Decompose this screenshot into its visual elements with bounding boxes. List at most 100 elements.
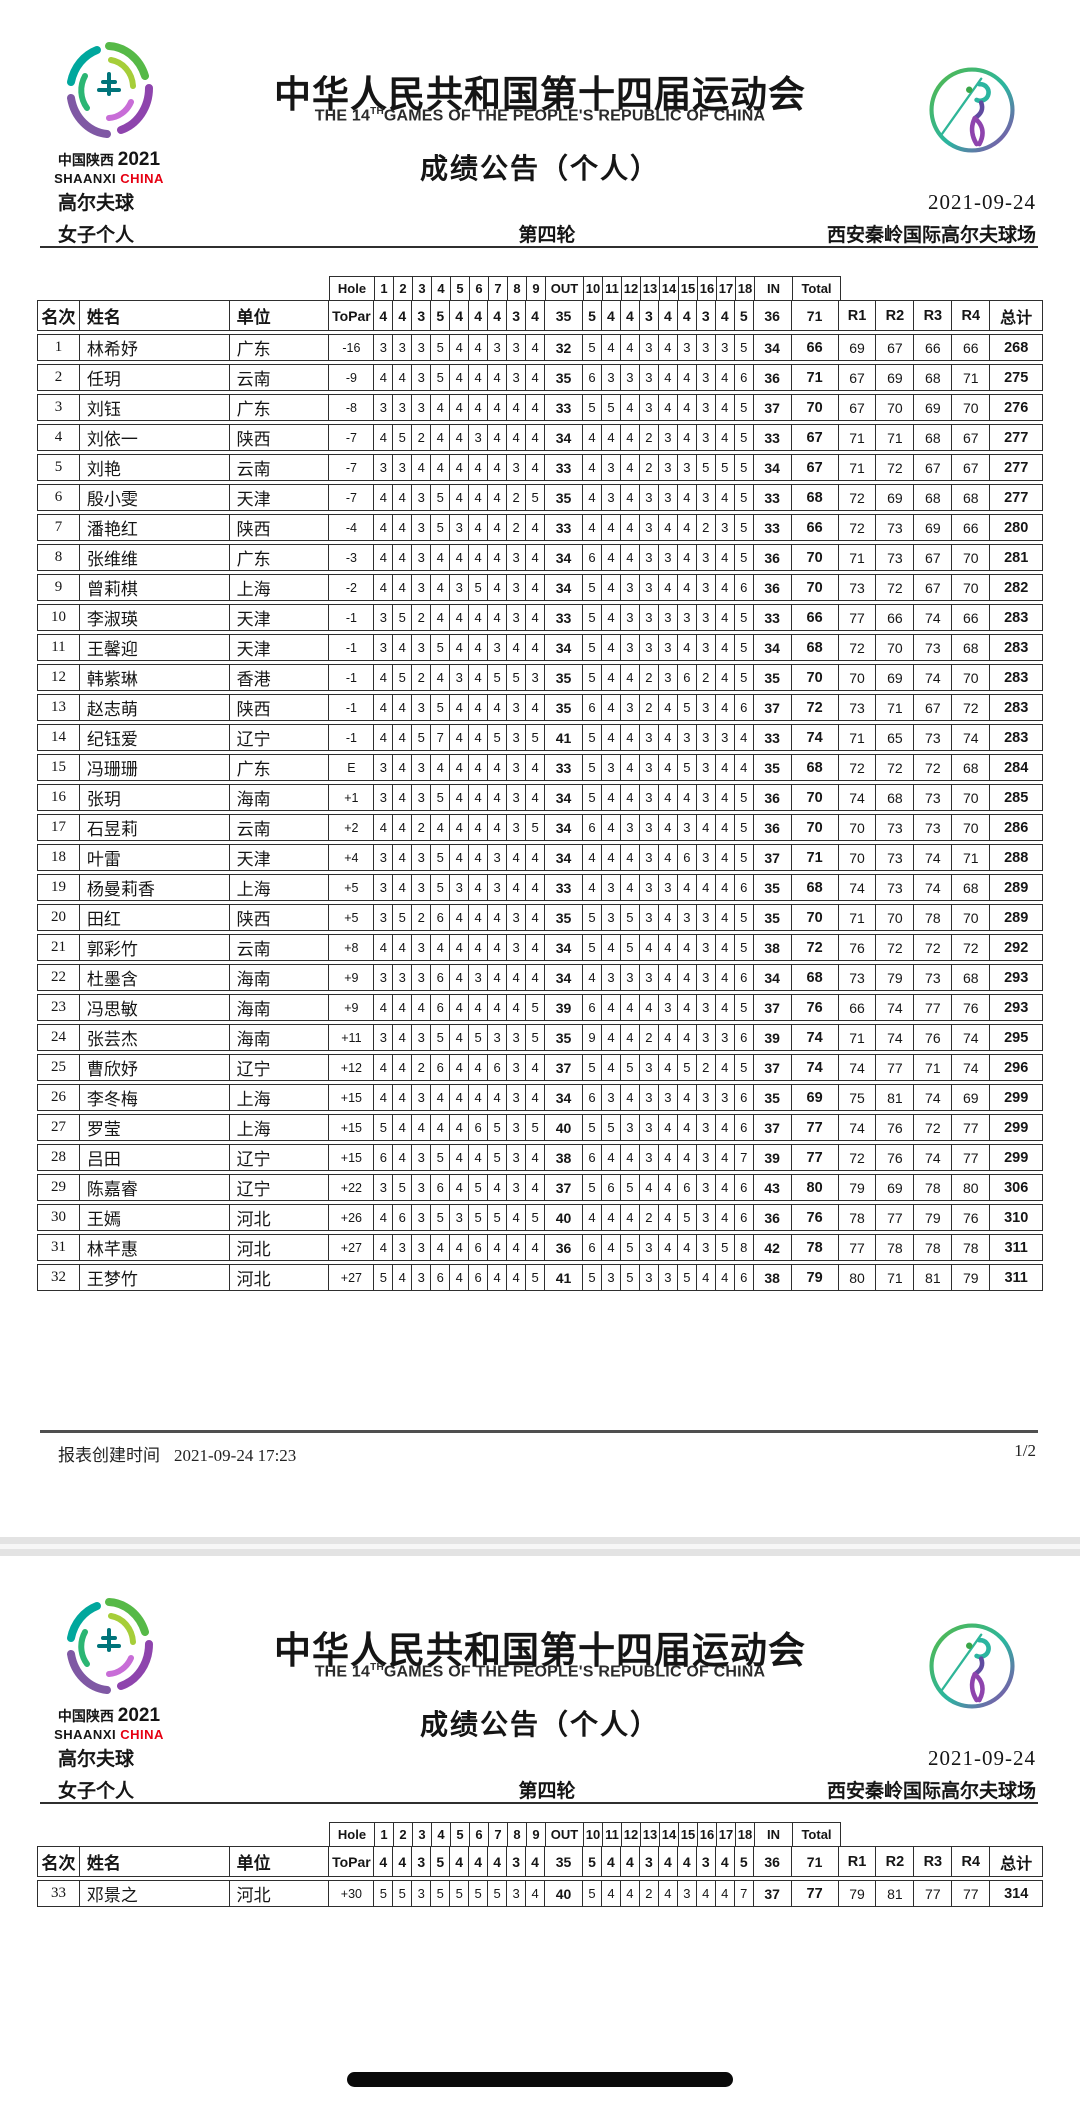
player-name-cell: 冯思敏 bbox=[80, 995, 230, 1020]
player-row: 9 曾莉棋 上海 -2 4 4 3 4 3 5 4 3 4 34 5 4 3 3 4 4 3 4 6 36 70 73 72 67 70… bbox=[37, 574, 1043, 601]
hole-score-cell: 4 bbox=[583, 845, 602, 870]
hole-score-cell: 3 bbox=[507, 1115, 527, 1140]
hole-score-cell: 5 bbox=[469, 1205, 489, 1230]
hole-score-cell: 4 bbox=[659, 1881, 678, 1906]
team-cell: 云南 bbox=[230, 935, 330, 960]
out-total-cell: 37 bbox=[545, 1055, 583, 1080]
hole-score-cell: 2 bbox=[697, 1055, 716, 1080]
home-indicator[interactable] bbox=[347, 2072, 733, 2087]
hole-score-cell: 4 bbox=[716, 425, 735, 450]
hole-score-cell: 3 bbox=[697, 575, 716, 600]
hole-score-cell: 3 bbox=[640, 395, 659, 420]
round-score-cell: 71 bbox=[876, 695, 915, 720]
hole-score-cell: 4 bbox=[526, 935, 546, 960]
games-emblem: 中国陕西 2021 SHAANXI CHINA bbox=[48, 1594, 170, 1742]
hole-score-cell: 4 bbox=[659, 935, 678, 960]
hole-score-cell: 3 bbox=[374, 335, 394, 360]
emblem-region-line: 中国陕西 2021 bbox=[57, 149, 161, 170]
hole-score-cell: 4 bbox=[716, 545, 735, 570]
rank-cell: 4 bbox=[38, 425, 80, 450]
round-score-cell: 71 bbox=[952, 365, 991, 390]
meta-row-1: 高尔夫球 2021-09-24 bbox=[58, 1744, 1036, 1771]
hole-score-cell: 4 bbox=[374, 485, 394, 510]
hole-score-cell: 3 bbox=[507, 365, 527, 390]
round-score-cell: 68 bbox=[952, 875, 991, 900]
player-name-cell: 张玥 bbox=[80, 785, 230, 810]
hole-score-cell: 4 bbox=[488, 755, 508, 780]
hole-number: 1 bbox=[375, 1823, 394, 1846]
hole-score-cell: 3 bbox=[507, 905, 527, 930]
hole-score-cell: 6 bbox=[735, 1265, 754, 1290]
hole-score-cell: 4 bbox=[393, 515, 413, 540]
hole-score-cell: 4 bbox=[716, 665, 735, 690]
hole-score-cell: 4 bbox=[716, 635, 735, 660]
round-total-cell: 72 bbox=[792, 695, 839, 720]
hole-score-cell: 4 bbox=[602, 1205, 621, 1230]
hole-score-cell: 3 bbox=[602, 485, 621, 510]
hole-score-cell: 4 bbox=[621, 1881, 640, 1906]
topar-label: ToPar bbox=[329, 1847, 375, 1876]
player-name-cell: 曾莉棋 bbox=[80, 575, 230, 600]
total-label: Total bbox=[801, 281, 832, 296]
hole-score-cell: 4 bbox=[678, 365, 697, 390]
team-cell: 辽宁 bbox=[230, 1175, 330, 1200]
in-total-cell: 34 bbox=[754, 635, 792, 660]
hole-score-cell: 4 bbox=[526, 875, 546, 900]
hole-score-cell: 5 bbox=[735, 1055, 754, 1080]
hole-score-cell: 6 bbox=[678, 1175, 697, 1200]
hole-score-cell: 4 bbox=[621, 425, 640, 450]
player-row: 11 王馨迎 天津 -1 3 4 3 5 4 4 3 4 4 34 5 4 3 3 3 4 3 4 5 34 68 72 70 73 6… bbox=[37, 634, 1043, 661]
hole-score-cell: 4 bbox=[374, 1055, 394, 1080]
hole-score-cell: 4 bbox=[583, 1205, 602, 1230]
round-score-cell: 67 bbox=[839, 365, 877, 390]
round-total-cell: 67 bbox=[792, 425, 839, 450]
bulletin-title: 成绩公告（个人） bbox=[419, 153, 660, 184]
hole-score-cell: 4 bbox=[507, 425, 527, 450]
hole-score-cell: 4 bbox=[374, 935, 394, 960]
hole-score-cell: 4 bbox=[659, 1025, 678, 1050]
hole-score-cell: 3 bbox=[697, 545, 716, 570]
out-total-cell: 34 bbox=[545, 815, 583, 840]
out-total-cell: 34 bbox=[545, 1085, 583, 1110]
hole-score-cell: 4 bbox=[621, 755, 640, 780]
to-par-cell: -1 bbox=[329, 605, 375, 630]
team-cell: 天津 bbox=[230, 635, 330, 660]
round-score-cell: 80 bbox=[952, 1175, 991, 1200]
hole-score-cell: 5 bbox=[621, 935, 640, 960]
team-cell: 上海 bbox=[230, 1085, 330, 1110]
hole-score-cell: 4 bbox=[697, 1881, 716, 1906]
par-cell: 3 bbox=[412, 1847, 432, 1876]
round-score-cell: 68 bbox=[914, 365, 953, 390]
hole-score-cell: 5 bbox=[735, 545, 754, 570]
hole-score-cell: 3 bbox=[697, 1235, 716, 1260]
hole-score-cell: 5 bbox=[735, 665, 754, 690]
team-cell: 河北 bbox=[230, 1881, 330, 1906]
grand-total-cell: 283 bbox=[1004, 609, 1029, 626]
report-date: 2021-09-24 bbox=[928, 190, 1036, 214]
team-cell: 天津 bbox=[230, 485, 330, 510]
hole-score-cell: 3 bbox=[393, 965, 413, 990]
hole-label: Hole bbox=[330, 277, 375, 300]
hole-score-cell: 4 bbox=[526, 1175, 546, 1200]
player-row: 20 田红 陕西 +5 3 5 2 6 4 4 4 3 4 35 5 3 5 3 4 3 3 4 5 35 70 71 70 78 70… bbox=[37, 904, 1043, 931]
hole-score-cell: 4 bbox=[450, 1085, 470, 1110]
round-total-cell: 70 bbox=[792, 665, 839, 690]
hole-score-cell: 6 bbox=[469, 1265, 489, 1290]
hole-score-cell: 4 bbox=[488, 365, 508, 390]
hole-score-cell: 4 bbox=[469, 815, 489, 840]
rank-cell: 6 bbox=[38, 485, 80, 510]
hole-score-cell: 4 bbox=[450, 1055, 470, 1080]
hole-score-cell: 3 bbox=[697, 1205, 716, 1230]
hole-score-cell: 5 bbox=[431, 1025, 451, 1050]
hole-score-cell: 3 bbox=[412, 875, 432, 900]
hole-score-cell: 4 bbox=[659, 1145, 678, 1170]
round-header: R4 bbox=[952, 1847, 991, 1876]
team-cell: 海南 bbox=[230, 995, 330, 1020]
player-row: 28 吕田 辽宁 +15 6 4 3 5 4 4 5 3 4 38 6 4 4 3 4 4 3 4 7 39 77 72 76 74 7… bbox=[37, 1144, 1043, 1171]
hole-score-cell: 5 bbox=[735, 935, 754, 960]
hole-score-cell: 5 bbox=[621, 1175, 640, 1200]
par-cell: 5 bbox=[583, 1847, 602, 1876]
hole-score-cell: 4 bbox=[488, 455, 508, 480]
hole-score-cell: 4 bbox=[716, 905, 735, 930]
hole-score-cell: 4 bbox=[450, 1175, 470, 1200]
